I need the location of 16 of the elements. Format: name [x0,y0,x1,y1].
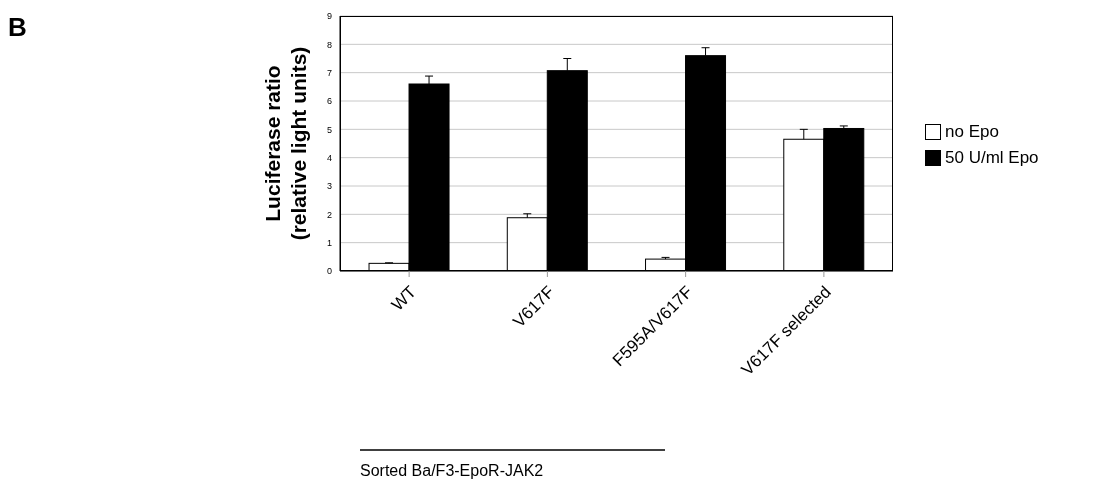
y-tick-label: 1 [326,237,332,248]
y-tick-label: 0 [326,266,332,277]
y-tick-label: 3 [326,181,332,192]
legend-label: no Epo [945,121,999,142]
text: B [8,12,27,42]
y-tick-label: 9 [326,11,332,22]
y-tick-label: 8 [326,39,332,50]
y-tick-label: 6 [326,96,332,107]
text: Sorted Ba/F3-EpoR-JAK2 [360,462,544,479]
legend-label: 50 U/ml Epo [945,147,1039,168]
y-tick-label: 2 [326,209,332,220]
y-axis-title: Luciferase ratio (relative light units) [261,46,310,241]
x-tick-label: WT [387,282,420,315]
y-tick-label: 4 [326,152,332,163]
y-tick-label: 5 [326,124,332,135]
y-tick-label: 7 [326,67,332,78]
